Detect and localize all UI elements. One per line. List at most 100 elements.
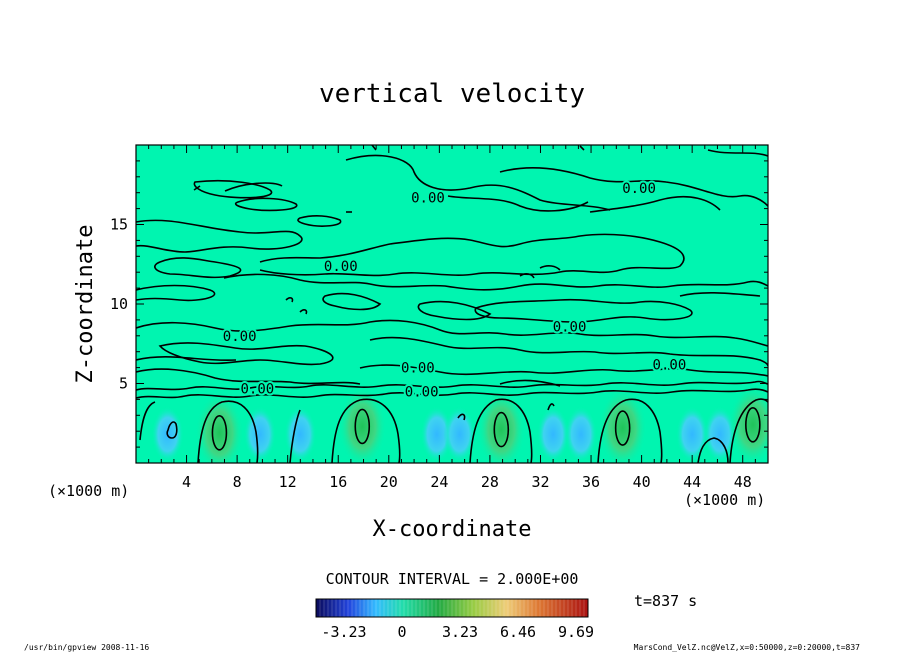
x-tick-label: 12 [279, 473, 297, 491]
updraft-core-contour [493, 411, 510, 448]
y-tick-label: 5 [119, 375, 128, 393]
contour-line [447, 195, 589, 212]
contour-line [193, 179, 273, 199]
contour-line [474, 298, 693, 323]
contour-line [136, 319, 768, 347]
contour-line [697, 437, 729, 463]
colorbar-tick-label: 3.23 [442, 623, 478, 641]
contour-line [297, 215, 342, 227]
contour-line [547, 403, 555, 411]
time-label: t=837 s [634, 592, 697, 610]
contour-label: 0.00 [411, 190, 445, 206]
contour-line [417, 300, 492, 321]
colorbar-stripes [319, 599, 585, 617]
contour-interval: CONTOUR INTERVAL = 2.000E+00 [326, 570, 579, 588]
contour-line [322, 292, 382, 311]
downdraft-patch [443, 406, 476, 463]
x-axis: 4 8 12 16 20 24 28 32 36 40 44 48 [148, 145, 756, 491]
contour-label: 0.00 [653, 357, 687, 373]
contour-label: 0.00 [553, 319, 587, 335]
colorbar-tick-label: 0 [397, 623, 406, 641]
contour-line [234, 197, 298, 212]
contour-label: 0.00 [622, 181, 656, 197]
contour-line [679, 292, 761, 297]
footer-right: MarsCond_VelZ.nc@VelZ,x=0:50000,z=0:2000… [634, 643, 861, 652]
downdraft-layer [151, 406, 736, 463]
contour-line [589, 196, 721, 213]
footer-left: /usr/bin/gpview 2008-11-16 [24, 643, 149, 652]
contour-line [136, 219, 303, 253]
contour-line [499, 166, 768, 207]
x-tick-label: 28 [481, 473, 499, 491]
updraft-column [477, 389, 526, 463]
y-axis: 5 10 15 [110, 160, 768, 448]
contour-lines [136, 145, 768, 463]
contour-line [136, 356, 237, 362]
contour-line [469, 398, 533, 463]
contour-line [197, 400, 259, 463]
chart-title: vertical velocity [319, 79, 585, 109]
contour-line [136, 368, 361, 385]
updraft-column [338, 386, 387, 463]
updraft-core-contour [354, 408, 371, 445]
contour-line [359, 364, 768, 377]
contour-line [136, 284, 216, 302]
contour-line [579, 145, 585, 151]
contour-line [299, 309, 308, 315]
contour-line [707, 149, 768, 157]
contour-line [136, 380, 768, 391]
colorbar-tick-label: 6.46 [500, 623, 536, 641]
contour-line [457, 413, 466, 421]
updraft-core-contours [211, 407, 761, 451]
y-axis-label: Z-coordinate [73, 225, 98, 384]
x-tick-label: 40 [633, 473, 651, 491]
contour-line [285, 297, 294, 303]
contour-label: 0.00 [240, 381, 274, 397]
x-tick-label: 48 [734, 473, 752, 491]
contour-line [597, 398, 663, 463]
downdraft-patch [243, 406, 276, 463]
contour-line [289, 409, 301, 463]
downdraft-patch [284, 406, 317, 463]
x-unit-left: (×1000 m) [48, 482, 129, 500]
updraft-core-contour [745, 407, 761, 443]
contour-line [136, 388, 768, 399]
contour-label-layer: 0.00 0.00 0.00 0.00 0.00 0.00 0.00 0.00 0.00 [221, 179, 688, 403]
downdraft-patch [564, 406, 597, 463]
contour-line [259, 233, 685, 277]
x-tick-label: 32 [531, 473, 549, 491]
contour-line [729, 398, 768, 463]
contour-line [193, 185, 201, 191]
downdraft-patch [676, 406, 709, 463]
colorbar [316, 599, 588, 617]
updraft-core-contour [211, 414, 228, 451]
contour-label: 0.00 [223, 329, 257, 345]
x-axis-label: X-coordinate [373, 517, 532, 542]
contour-line [499, 379, 561, 387]
downdraft-patch [537, 406, 570, 463]
contour-line [331, 398, 401, 463]
contour-line [369, 336, 768, 367]
x-tick-label: 8 [233, 473, 242, 491]
contour-line [223, 273, 768, 291]
updraft-column [195, 392, 244, 463]
y-tick-label: 10 [110, 295, 128, 313]
x-tick-label: 16 [329, 473, 347, 491]
downdraft-patch [703, 406, 736, 463]
contour-line [224, 182, 283, 192]
contour-line [539, 265, 561, 271]
contour-label: 0.00 [324, 259, 358, 275]
y-tick-label: 15 [110, 216, 128, 234]
x-tick-label: 44 [683, 473, 701, 491]
contour-label: 0.00 [401, 361, 435, 377]
x-tick-label: 4 [182, 473, 191, 491]
x-tick-label: 24 [430, 473, 448, 491]
contour-line [158, 342, 334, 366]
contour-line [139, 401, 156, 441]
contour-line [345, 154, 611, 211]
plot-field: 0.00 0.00 0.00 0.00 0.00 0.00 0.00 0.00 0.00 [136, 145, 768, 463]
updraft-column [728, 384, 768, 463]
downdraft-patch [420, 406, 453, 463]
